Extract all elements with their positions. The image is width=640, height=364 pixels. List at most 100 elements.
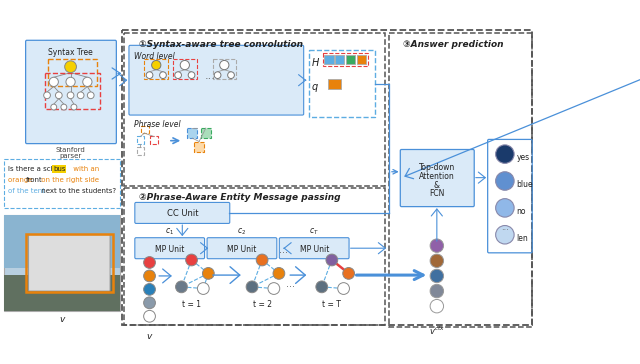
Text: t = 2: t = 2 xyxy=(253,300,271,309)
Text: FCN: FCN xyxy=(429,189,445,198)
Circle shape xyxy=(273,268,285,279)
Text: v: v xyxy=(60,314,65,324)
Text: Is there a school: Is there a school xyxy=(8,166,67,172)
Circle shape xyxy=(88,92,94,99)
Circle shape xyxy=(71,104,77,110)
Text: blue: blue xyxy=(516,180,533,189)
Circle shape xyxy=(83,77,92,87)
Circle shape xyxy=(495,145,514,163)
FancyBboxPatch shape xyxy=(4,215,120,268)
Circle shape xyxy=(143,310,156,322)
Circle shape xyxy=(228,72,234,79)
Circle shape xyxy=(316,281,328,293)
Text: Top-down: Top-down xyxy=(419,162,455,171)
Circle shape xyxy=(146,72,153,79)
Circle shape xyxy=(202,268,214,279)
Circle shape xyxy=(430,284,444,298)
Text: orange: orange xyxy=(8,177,35,183)
Text: with an: with an xyxy=(72,166,100,172)
Circle shape xyxy=(143,284,156,295)
FancyBboxPatch shape xyxy=(400,150,474,207)
Text: t = 1: t = 1 xyxy=(182,300,201,309)
Text: ①Syntax-aware tree convolution: ①Syntax-aware tree convolution xyxy=(139,40,303,49)
Circle shape xyxy=(430,239,444,252)
Circle shape xyxy=(180,60,189,70)
Text: ③Answer prediction: ③Answer prediction xyxy=(403,40,504,49)
Text: $c_T$: $c_T$ xyxy=(309,227,319,237)
Circle shape xyxy=(256,254,268,266)
Text: Word level: Word level xyxy=(134,52,175,61)
Text: v: v xyxy=(147,332,152,341)
FancyBboxPatch shape xyxy=(324,55,333,64)
Text: next to the students?: next to the students? xyxy=(38,188,116,194)
Text: $c_1$: $c_1$ xyxy=(165,227,174,237)
Text: Phrase level: Phrase level xyxy=(134,120,181,129)
Circle shape xyxy=(51,104,57,110)
Circle shape xyxy=(66,77,75,87)
Text: len: len xyxy=(516,234,529,243)
Circle shape xyxy=(220,60,229,70)
Text: no: no xyxy=(516,207,526,216)
Circle shape xyxy=(495,172,514,190)
Circle shape xyxy=(495,199,514,217)
Circle shape xyxy=(495,226,514,244)
FancyBboxPatch shape xyxy=(29,235,110,291)
Text: on the right side: on the right side xyxy=(40,177,99,183)
Circle shape xyxy=(159,72,166,79)
Circle shape xyxy=(197,283,209,294)
FancyBboxPatch shape xyxy=(194,142,204,151)
Circle shape xyxy=(67,92,74,99)
Circle shape xyxy=(214,72,221,79)
Circle shape xyxy=(175,72,182,79)
FancyBboxPatch shape xyxy=(135,202,230,223)
Text: front: front xyxy=(26,177,43,183)
Circle shape xyxy=(186,254,197,266)
Text: $v^{ctx}$: $v^{ctx}$ xyxy=(429,325,445,337)
Circle shape xyxy=(65,61,76,73)
Text: ...: ... xyxy=(501,223,509,232)
FancyBboxPatch shape xyxy=(188,128,197,138)
Text: of the tent: of the tent xyxy=(8,188,45,194)
Circle shape xyxy=(143,297,156,309)
Text: bus: bus xyxy=(53,166,65,172)
Text: t = T: t = T xyxy=(323,300,341,309)
Text: parser: parser xyxy=(60,153,82,159)
Circle shape xyxy=(143,270,156,282)
Circle shape xyxy=(152,60,161,70)
FancyBboxPatch shape xyxy=(4,215,120,311)
FancyBboxPatch shape xyxy=(135,238,205,259)
Circle shape xyxy=(430,269,444,283)
Text: ...: ... xyxy=(205,71,216,81)
FancyBboxPatch shape xyxy=(207,238,277,259)
Circle shape xyxy=(326,254,338,266)
Circle shape xyxy=(56,92,62,99)
FancyBboxPatch shape xyxy=(279,238,349,259)
Text: Syntax Tree: Syntax Tree xyxy=(48,48,93,57)
Text: q: q xyxy=(312,82,318,92)
Text: yes: yes xyxy=(516,153,530,162)
Circle shape xyxy=(49,77,58,87)
Circle shape xyxy=(343,268,355,279)
Text: Attention: Attention xyxy=(419,172,454,181)
Text: CC Unit: CC Unit xyxy=(166,209,198,218)
Text: H: H xyxy=(312,58,319,68)
Circle shape xyxy=(338,283,349,294)
FancyBboxPatch shape xyxy=(26,40,116,144)
Circle shape xyxy=(44,92,51,99)
FancyBboxPatch shape xyxy=(4,274,120,311)
Text: ②Phrase-Aware Entity Message passing: ②Phrase-Aware Entity Message passing xyxy=(139,193,340,202)
Text: MP Unit: MP Unit xyxy=(155,245,184,254)
FancyBboxPatch shape xyxy=(357,55,366,64)
Circle shape xyxy=(188,72,195,79)
Text: &: & xyxy=(434,181,440,190)
Text: ...: ... xyxy=(285,279,294,289)
Text: MP Unit: MP Unit xyxy=(227,245,257,254)
Circle shape xyxy=(268,283,280,294)
Text: MP Unit: MP Unit xyxy=(300,245,329,254)
Circle shape xyxy=(77,92,84,99)
FancyBboxPatch shape xyxy=(201,128,211,138)
Circle shape xyxy=(175,281,188,293)
FancyBboxPatch shape xyxy=(346,55,355,64)
Text: ...: ... xyxy=(279,245,288,255)
Text: $c_2$: $c_2$ xyxy=(237,227,246,237)
